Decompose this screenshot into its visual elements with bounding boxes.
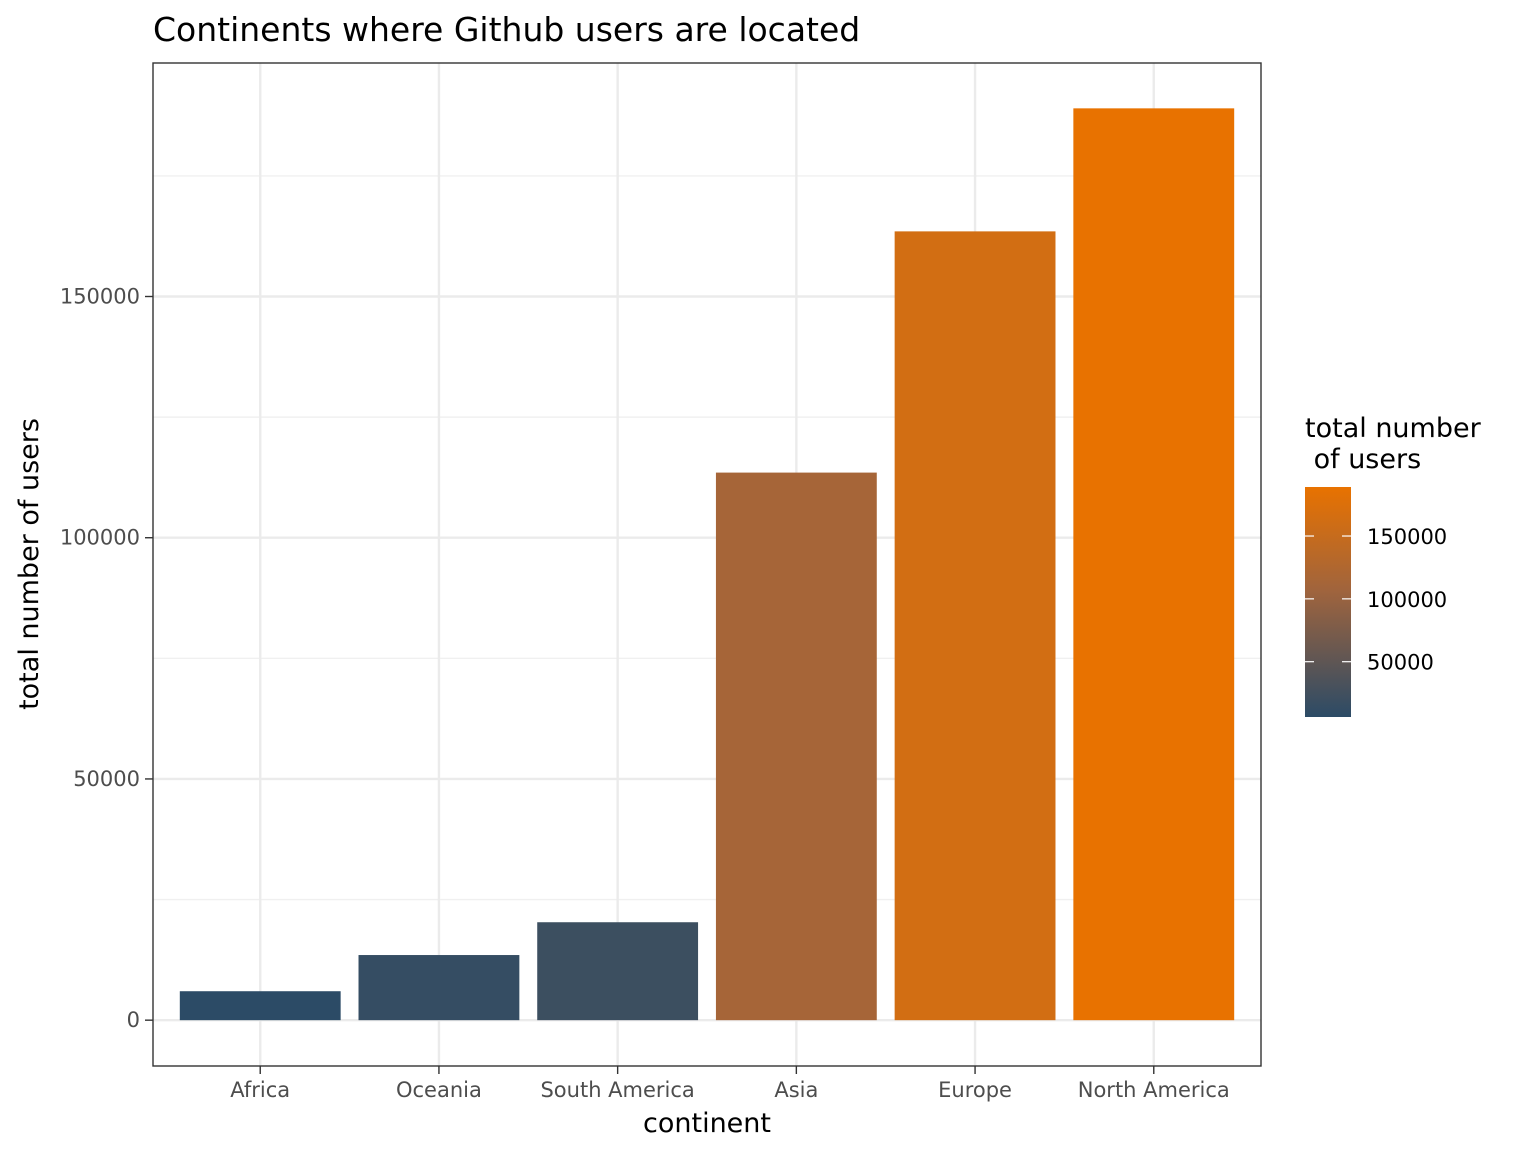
bar-africa — [179, 991, 341, 1021]
legend-tick-label-2: 150000 — [1367, 525, 1447, 549]
x-tick-label-4: Europe — [938, 1078, 1012, 1102]
bars — [179, 108, 1235, 1021]
y-tick-label-1: 50000 — [73, 767, 140, 791]
x-tick-label-1: Oceania — [396, 1078, 482, 1102]
x-axis: Africa Oceania South America Asia Europe Nort… — [230, 1066, 1230, 1102]
y-axis: 0 50000 100000 150000 — [60, 285, 153, 1032]
legend-ticks: 50000 100000 150000 — [1305, 525, 1447, 675]
y-tick-label-0: 0 — [127, 1008, 140, 1032]
legend-tick-label-1: 100000 — [1367, 588, 1447, 612]
x-tick-label-5: North America — [1078, 1078, 1230, 1102]
legend-tick-label-0: 50000 — [1367, 651, 1434, 675]
bar-oceania — [358, 955, 520, 1021]
x-axis-title: continent — [643, 1108, 771, 1139]
bar-asia — [715, 472, 877, 1021]
x-tick-label-3: Asia — [774, 1078, 818, 1102]
y-axis-title: total number of users — [14, 418, 45, 710]
plot-border — [152, 62, 1262, 1067]
x-tick-label-2: South America — [540, 1078, 694, 1102]
legend-title-line-1: total number — [1305, 413, 1482, 444]
legend: total number of users 50000 100000 150000 — [1305, 413, 1482, 717]
legend-title-line-2: of users — [1305, 444, 1421, 475]
bar-europe — [894, 231, 1056, 1021]
bar-north-america — [1073, 108, 1235, 1021]
x-tick-label-0: Africa — [230, 1078, 290, 1102]
y-tick-label-2: 100000 — [60, 526, 140, 550]
legend-colorbar — [1305, 487, 1351, 717]
chart-title: Continents where Github users are locate… — [153, 10, 860, 49]
bar-south-america — [537, 922, 699, 1021]
y-tick-label-3: 150000 — [60, 285, 140, 309]
